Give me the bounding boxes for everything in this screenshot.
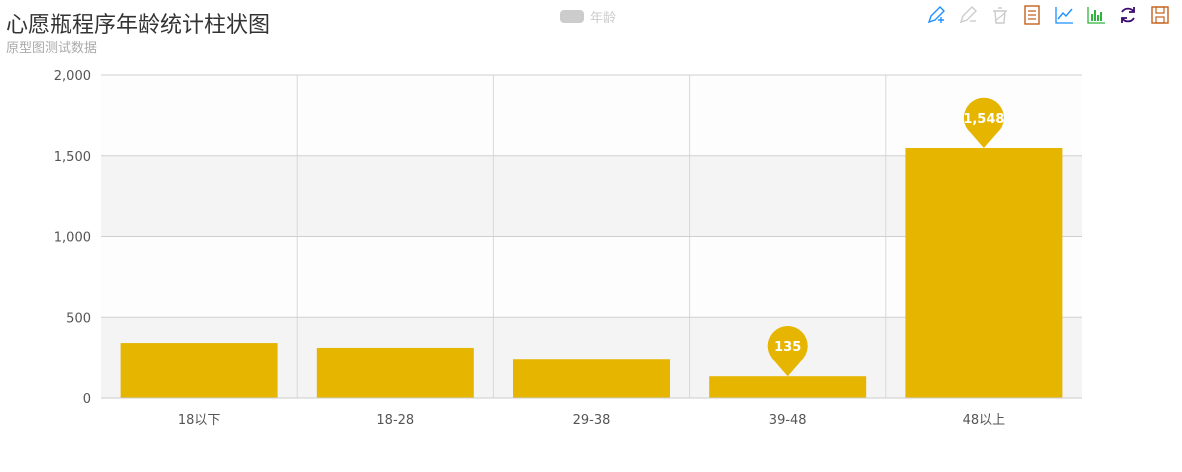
x-tick-label: 48以上 xyxy=(963,413,1006,428)
bar[interactable] xyxy=(513,359,670,398)
zoom-icon[interactable] xyxy=(925,4,947,26)
legend-swatch xyxy=(560,10,584,23)
x-tick-label: 18以下 xyxy=(178,413,221,428)
bar-chart-icon[interactable] xyxy=(1085,4,1107,26)
legend-label: 年龄 xyxy=(590,11,617,26)
restore-icon[interactable] xyxy=(1117,4,1139,26)
chart-title: 心愿瓶程序年龄统计柱状图 xyxy=(6,13,271,38)
bar[interactable] xyxy=(316,347,474,398)
bar[interactable] xyxy=(120,343,278,398)
clear-icon[interactable] xyxy=(989,4,1011,26)
zoom-reset-icon[interactable] xyxy=(957,4,979,26)
chart-subtitle: 原型图测试数据 xyxy=(6,41,98,56)
line-chart-icon[interactable] xyxy=(1053,4,1075,26)
y-tick-label: 1,000 xyxy=(54,231,91,246)
mark-point-label: 135 xyxy=(774,340,801,355)
x-tick-label: 39-48 xyxy=(769,413,807,428)
y-tick-label: 2,000 xyxy=(54,69,91,84)
mark-point-pin xyxy=(767,325,808,377)
bar[interactable] xyxy=(709,376,867,398)
chart-toolbox xyxy=(925,4,1171,26)
grid-band xyxy=(101,75,1082,156)
x-tick-label: 29-38 xyxy=(573,413,611,428)
legend-item-age[interactable]: 年龄 xyxy=(560,7,616,26)
mark-point-label: 1,548 xyxy=(963,112,1004,127)
y-tick-label: 500 xyxy=(66,311,91,326)
mark-point-pin xyxy=(963,97,1004,148)
data-view-icon[interactable] xyxy=(1021,4,1043,26)
save-image-icon[interactable] xyxy=(1149,4,1171,26)
x-tick-label: 18-28 xyxy=(376,413,414,428)
y-tick-label: 0 xyxy=(83,392,91,407)
bar[interactable] xyxy=(905,147,1063,398)
y-tick-label: 1,500 xyxy=(54,150,91,165)
